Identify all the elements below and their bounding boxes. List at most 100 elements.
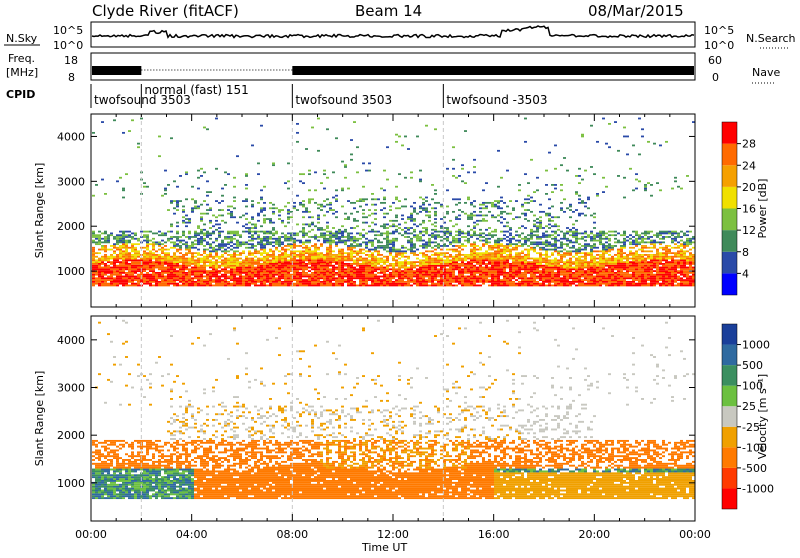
data-cell [440, 272, 443, 274]
data-cell [521, 245, 524, 247]
data-cell [299, 250, 302, 252]
data-cell [455, 276, 458, 278]
data-cell [236, 261, 239, 263]
data-cell [263, 231, 266, 233]
data-cell [155, 241, 158, 243]
data-cell [296, 272, 299, 274]
data-cell [419, 170, 422, 172]
data-cell [263, 270, 266, 272]
data-cell [224, 281, 227, 283]
data-cell [101, 261, 104, 263]
data-cell [158, 267, 161, 269]
data-cell [293, 279, 296, 281]
data-cell [179, 272, 182, 274]
data-cell [542, 234, 545, 236]
data-cell [293, 256, 296, 258]
data-cell [263, 207, 266, 209]
data-cell [422, 240, 425, 242]
data-cell [428, 204, 431, 206]
data-cell [95, 265, 98, 267]
data-cell [497, 274, 500, 276]
data-cell [203, 229, 206, 231]
data-cell [329, 274, 332, 276]
data-cell [479, 272, 482, 274]
data-cell [446, 168, 449, 170]
data-cell [230, 236, 233, 238]
data-cell [491, 267, 494, 269]
data-cell [503, 211, 506, 213]
data-cell [563, 198, 566, 200]
data-cell [464, 265, 467, 267]
data-cell [545, 184, 548, 186]
data-cell [416, 274, 419, 276]
data-cell [437, 231, 440, 233]
data-cell [548, 198, 551, 200]
data-cell [416, 236, 419, 238]
data-cell [401, 206, 404, 208]
data-cell [386, 146, 389, 148]
data-cell [569, 231, 572, 233]
data-cell [575, 274, 578, 276]
data-cell [278, 241, 281, 243]
data-cell [377, 281, 380, 283]
data-cell [452, 236, 455, 238]
data-cell [104, 232, 107, 234]
data-cell [590, 276, 593, 278]
data-cell [407, 229, 410, 231]
data-cell [611, 272, 614, 274]
data-cell [380, 241, 383, 243]
data-cell [185, 171, 188, 173]
data-cell [425, 267, 428, 269]
data-cell [233, 279, 236, 281]
data-cell [509, 285, 512, 287]
data-cell [236, 279, 239, 281]
data-cell [425, 261, 428, 263]
data-cell [119, 240, 122, 242]
data-cell [269, 268, 272, 270]
data-cell [356, 261, 359, 263]
data-cell [188, 272, 191, 274]
data-cell [413, 267, 416, 269]
data-cell [425, 276, 428, 278]
data-cell [170, 241, 173, 243]
data-cell [485, 274, 488, 276]
data-cell [326, 211, 329, 213]
data-cell [347, 276, 350, 278]
data-cell [236, 265, 239, 267]
data-cell [143, 270, 146, 272]
data-cell [449, 259, 452, 261]
data-cell [191, 267, 194, 269]
data-cell [359, 283, 362, 285]
data-cell [278, 268, 281, 270]
data-cell [314, 171, 317, 173]
data-cell [587, 270, 590, 272]
data-cell [404, 198, 407, 200]
data-cell [506, 272, 509, 274]
data-cell [395, 252, 398, 254]
data-cell [308, 173, 311, 175]
data-cell [185, 173, 188, 175]
data-cell [404, 285, 407, 287]
data-cell [251, 265, 254, 267]
data-cell [164, 267, 167, 269]
data-cell [494, 245, 497, 247]
data-cell [437, 272, 440, 274]
data-cell [284, 270, 287, 272]
data-cell [218, 272, 221, 274]
data-cell [314, 285, 317, 287]
data-cell [482, 243, 485, 245]
data-cell [404, 268, 407, 270]
data-cell [95, 252, 98, 254]
data-cell [92, 231, 95, 233]
data-cell [146, 234, 149, 236]
data-cell [488, 268, 491, 270]
data-cell [263, 240, 266, 242]
data-cell [584, 267, 587, 269]
data-cell [386, 285, 389, 287]
data-cell [578, 232, 581, 234]
data-cell [341, 283, 344, 285]
data-cell [296, 277, 299, 279]
data-cell [554, 279, 557, 281]
data-cell [512, 259, 515, 261]
data-cell [410, 220, 413, 222]
